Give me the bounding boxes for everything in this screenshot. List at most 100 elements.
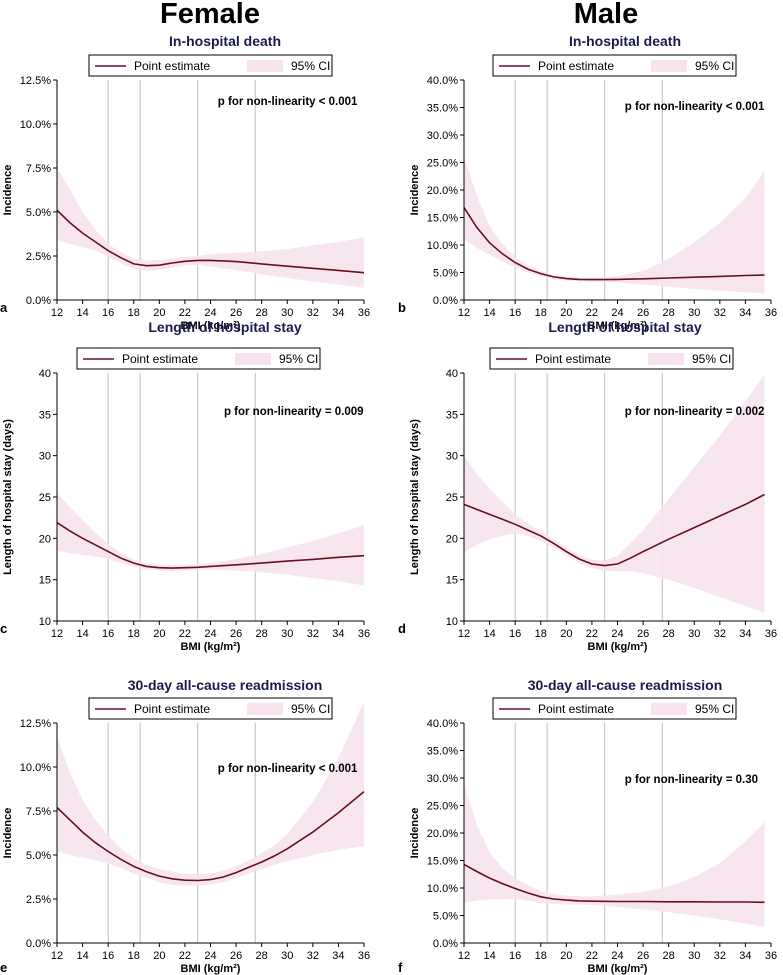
x-tick-label: 20 xyxy=(560,628,572,640)
y-tick-label: 2.5% xyxy=(26,894,51,906)
legend-ci-swatch xyxy=(235,353,271,365)
x-axis-label: BMI (kg/m²) xyxy=(181,320,241,332)
x-tick-label: 30 xyxy=(281,307,293,319)
y-tick-label: 15.0% xyxy=(427,856,458,868)
panel-title-f: 30-day all-cause readmission xyxy=(528,677,723,693)
legend-ci-swatch xyxy=(247,60,283,72)
x-tick-label: 28 xyxy=(663,307,675,319)
x-tick-label: 26 xyxy=(230,307,242,319)
legend-f: Point estimate 95% CI xyxy=(492,697,737,720)
female-column-title: Female xyxy=(160,0,260,30)
y-tick-label: 5.0% xyxy=(26,850,51,862)
x-tick-label: 24 xyxy=(611,950,623,962)
y-tick-label: 30.0% xyxy=(427,773,458,785)
y-tick-label: 10 xyxy=(446,616,458,628)
x-tick-label: 24 xyxy=(204,307,216,319)
y-tick-label: 0.0% xyxy=(433,938,458,950)
nonlinearity-annotation: p for non-linearity < 0.001 xyxy=(218,763,358,775)
y-axis-label: Incidence xyxy=(2,808,14,859)
legend-ci-label: 95% CI xyxy=(279,352,318,366)
x-tick-label: 22 xyxy=(179,628,191,640)
nonlinearity-annotation: p for non-linearity = 0.002 xyxy=(625,406,765,418)
x-tick-label: 12 xyxy=(51,628,63,640)
legend-e: Point estimate 95% CI xyxy=(88,697,333,720)
y-tick-label: 40.0% xyxy=(427,75,458,87)
nonlinearity-annotation: p for non-linearity = 0.30 xyxy=(625,774,758,786)
x-tick-label: 22 xyxy=(179,950,191,962)
x-tick-label: 26 xyxy=(230,628,242,640)
x-axis-label: BMI (kg/m²) xyxy=(588,641,648,653)
point-estimate-line xyxy=(56,209,365,274)
panel-title-c: Length of hospital stay xyxy=(148,319,301,335)
ci-band xyxy=(57,701,364,886)
x-tick-label: 36 xyxy=(765,950,777,962)
y-tick-label: 10 xyxy=(39,616,51,628)
x-tick-label: 32 xyxy=(714,950,726,962)
y-tick-label: 10.0% xyxy=(427,240,458,252)
legend-point-label: Point estimate xyxy=(122,352,198,366)
y-tick-label: 7.5% xyxy=(26,163,51,175)
y-tick-label: 25.0% xyxy=(427,158,458,170)
y-tick-label: 35.0% xyxy=(427,746,458,758)
x-tick-label: 20 xyxy=(560,307,572,319)
panel-b: In-hospital death Point estimate 95% CI 0.0… xyxy=(398,33,777,332)
y-tick-label: 5.0% xyxy=(26,207,51,219)
x-tick-label: 16 xyxy=(102,307,114,319)
x-axis-label: BMI (kg/m²) xyxy=(588,963,648,975)
x-tick-label: 26 xyxy=(637,950,649,962)
x-tick-label: 14 xyxy=(76,628,88,640)
y-tick-label: 25 xyxy=(39,492,51,504)
y-tick-label: 5.0% xyxy=(433,911,458,923)
point-estimate-line xyxy=(463,863,765,904)
y-tick-label: 0.0% xyxy=(433,295,458,307)
x-tick-label: 30 xyxy=(688,628,700,640)
panel-e: 30-day all-cause readmission Point estima… xyxy=(0,677,370,975)
y-tick-label: 20 xyxy=(446,533,458,545)
y-tick-label: 35 xyxy=(39,409,51,421)
point-estimate-line xyxy=(56,521,365,569)
y-tick-label: 35.0% xyxy=(427,103,458,115)
x-tick-label: 26 xyxy=(637,307,649,319)
x-tick-label: 30 xyxy=(281,950,293,962)
x-tick-label: 12 xyxy=(458,628,470,640)
ci-band xyxy=(464,783,765,927)
x-axis-label: BMI (kg/m²) xyxy=(588,320,648,332)
legend-b: Point estimate 95% CI xyxy=(492,54,737,77)
x-tick-label: 16 xyxy=(509,628,521,640)
x-tick-label: 12 xyxy=(458,950,470,962)
panel-title-e: 30-day all-cause readmission xyxy=(128,677,323,693)
x-tick-label: 16 xyxy=(509,950,521,962)
x-tick-label: 34 xyxy=(739,307,751,319)
x-tick-label: 36 xyxy=(358,307,370,319)
x-tick-label: 34 xyxy=(739,628,751,640)
panel-title-a: In-hospital death xyxy=(169,33,281,49)
y-tick-label: 30 xyxy=(39,451,51,463)
panel-title-d: Length of hospital stay xyxy=(548,319,701,335)
legend-point-label: Point estimate xyxy=(134,702,210,716)
x-tick-label: 18 xyxy=(128,950,140,962)
y-axis-label: Incidence xyxy=(409,165,421,216)
x-tick-label: 20 xyxy=(153,307,165,319)
x-tick-label: 36 xyxy=(358,628,370,640)
y-tick-label: 30.0% xyxy=(427,130,458,142)
x-tick-label: 24 xyxy=(611,628,623,640)
x-tick-label: 30 xyxy=(688,950,700,962)
x-tick-label: 18 xyxy=(535,307,547,319)
x-tick-label: 34 xyxy=(739,950,751,962)
x-axis-label: BMI (kg/m²) xyxy=(181,963,241,975)
legend-point-label: Point estimate xyxy=(535,352,611,366)
legend-ci-label: 95% CI xyxy=(291,59,330,73)
x-tick-label: 22 xyxy=(586,950,598,962)
y-tick-label: 2.5% xyxy=(26,251,51,263)
x-tick-label: 34 xyxy=(332,628,344,640)
panels-group: In-hospital death Point estimate 95% CI 0.0… xyxy=(0,33,777,975)
y-tick-label: 40.0% xyxy=(427,718,458,730)
x-tick-label: 22 xyxy=(179,307,191,319)
nonlinearity-annotation: p for non-linearity < 0.001 xyxy=(625,101,765,113)
panel-letter: d xyxy=(398,621,406,636)
x-tick-label: 14 xyxy=(76,950,88,962)
legend-ci-swatch xyxy=(651,60,687,72)
legend-d: Point estimate 95% CI xyxy=(489,347,734,370)
x-tick-label: 26 xyxy=(230,950,242,962)
y-axis-label: Incidence xyxy=(2,165,14,216)
